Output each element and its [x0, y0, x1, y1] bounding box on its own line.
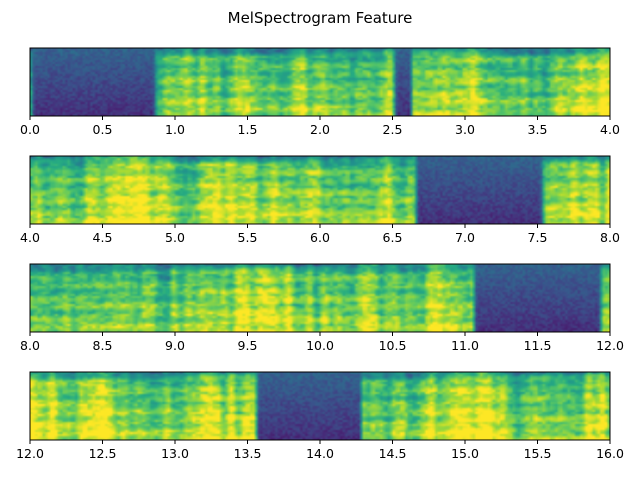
x-tick-label: 7.0: [455, 230, 475, 245]
x-tick-label: 7.5: [528, 230, 548, 245]
spectrogram-panel: 0.0 0.5 1.0 1.5 2.0 2.5 3.0 3.5 4.0: [20, 47, 620, 137]
x-tick-label: 2.5: [383, 122, 403, 137]
x-tick-label: 6.5: [383, 230, 403, 245]
spectrogram-heatmap: [30, 48, 610, 116]
x-tick-label: 12.0: [596, 338, 624, 353]
x-tick-label: 14.5: [379, 446, 407, 461]
x-tick-label: 10.0: [306, 338, 334, 353]
x-tick-label: 1.5: [238, 122, 258, 137]
x-tick-label: 15.0: [451, 446, 479, 461]
spectrogram-heatmap: [30, 372, 610, 440]
x-tick-label: 0.5: [93, 122, 113, 137]
spectrogram-heatmap: [30, 264, 610, 332]
x-tick-label: 16.0: [596, 446, 624, 461]
spectrogram-panels: 0.0 0.5 1.0 1.5 2.0 2.5 3.0 3.5 4.0 4.0 4.5 5.0 5.5 6…: [16, 47, 624, 461]
spectrogram-panel: 8.0 8.5 9.0 9.5 10.0 10.5 11.0 11.5 12.0: [20, 263, 624, 353]
x-tick-label: 4.5: [93, 230, 113, 245]
x-tick-label: 2.0: [310, 122, 330, 137]
x-tick-label: 4.0: [20, 230, 40, 245]
x-tick-label: 1.0: [165, 122, 185, 137]
spectrogram-heatmap: [30, 156, 610, 224]
x-tick-label: 10.5: [379, 338, 407, 353]
x-tick-label: 9.5: [238, 338, 258, 353]
x-tick-label: 4.0: [600, 122, 620, 137]
x-tick-label: 15.5: [524, 446, 552, 461]
x-tick-label: 11.5: [524, 338, 552, 353]
x-tick-label: 13.5: [234, 446, 262, 461]
x-tick-label: 6.0: [310, 230, 330, 245]
x-tick-label: 8.0: [20, 338, 40, 353]
x-tick-label: 3.5: [528, 122, 548, 137]
x-tick-label: 14.0: [306, 446, 334, 461]
x-tick-label: 9.0: [165, 338, 185, 353]
x-tick-label: 13.0: [161, 446, 189, 461]
x-tick-label: 0.0: [20, 122, 40, 137]
spectrogram-panel: 4.0 4.5 5.0 5.5 6.0 6.5 7.0 7.5 8.0: [20, 155, 620, 245]
x-tick-label: 12.5: [89, 446, 117, 461]
x-tick-label: 11.0: [451, 338, 479, 353]
figure-title: MelSpectrogram Feature: [228, 9, 413, 27]
x-tick-label: 5.5: [238, 230, 258, 245]
spectrogram-panel: 12.0 12.5 13.0 13.5 14.0 14.5 15.0 15.5 16.0: [16, 371, 624, 461]
x-tick-label: 5.0: [165, 230, 185, 245]
x-tick-label: 12.0: [16, 446, 44, 461]
x-tick-label: 8.0: [600, 230, 620, 245]
x-tick-label: 3.0: [455, 122, 475, 137]
x-tick-label: 8.5: [93, 338, 113, 353]
